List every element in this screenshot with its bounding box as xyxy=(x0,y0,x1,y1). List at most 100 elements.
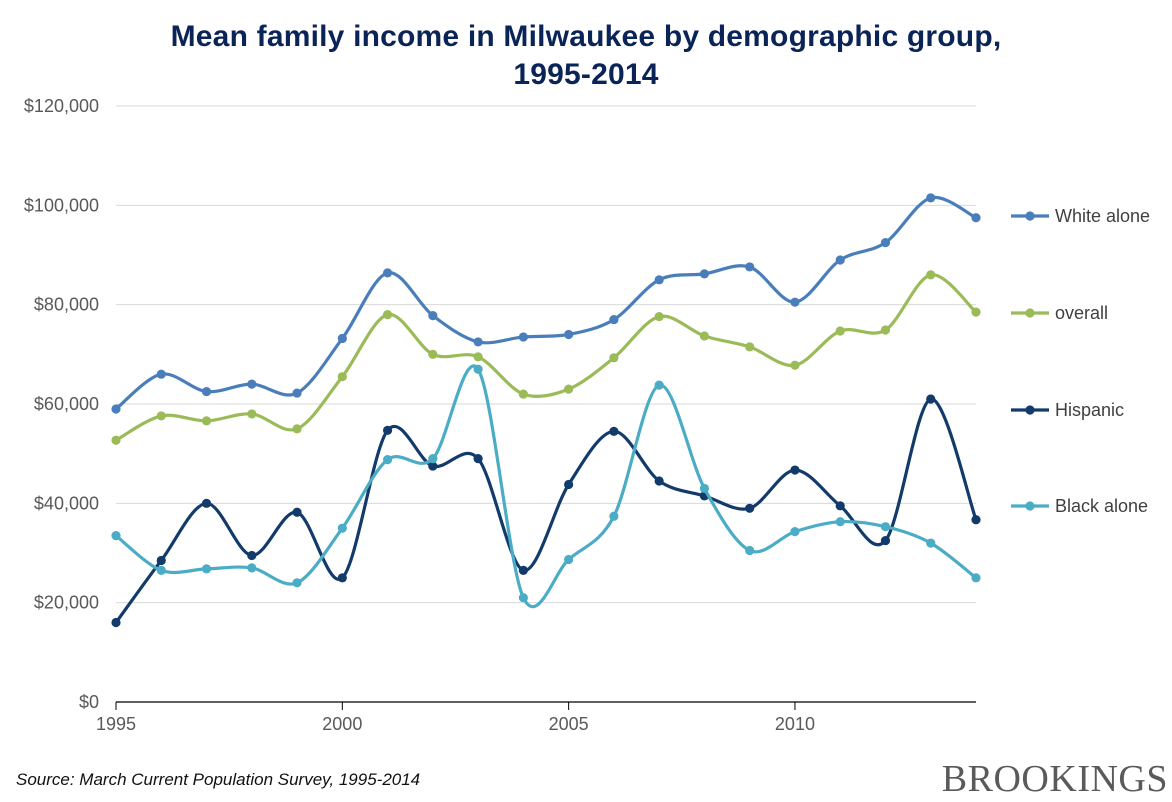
data-point-black-alone xyxy=(382,455,393,465)
legend-label-overall: overall xyxy=(1055,303,1108,323)
data-point-white-alone xyxy=(111,404,121,414)
data-point-overall xyxy=(111,435,121,445)
data-point-overall xyxy=(609,353,619,363)
data-point-black-alone xyxy=(926,538,936,548)
data-point-white-alone xyxy=(518,332,528,342)
data-point-overall xyxy=(473,352,483,362)
data-point-black-alone xyxy=(201,564,212,574)
y-tick-label: $0 xyxy=(79,692,99,712)
data-point-hispanic xyxy=(835,501,845,511)
data-point-hispanic xyxy=(201,498,212,508)
x-tick-label: 2010 xyxy=(775,714,815,734)
data-point-hispanic xyxy=(654,476,664,486)
legend-label-hispanic: Hispanic xyxy=(1055,400,1124,420)
y-tick-label: $80,000 xyxy=(34,295,99,315)
series-line-hispanic xyxy=(114,397,978,625)
legend-marker-white-alone xyxy=(1025,211,1035,221)
data-point-black-alone xyxy=(518,593,528,603)
series-line-overall xyxy=(114,273,978,442)
series-line-white-alone xyxy=(114,195,978,411)
data-point-black-alone xyxy=(880,522,891,532)
data-point-black-alone xyxy=(292,578,302,588)
data-point-hispanic xyxy=(111,617,121,628)
data-point-overall xyxy=(971,307,981,317)
data-point-black-alone xyxy=(473,364,483,374)
data-point-hispanic xyxy=(337,573,347,583)
data-point-overall xyxy=(518,389,528,399)
data-point-white-alone xyxy=(971,213,981,223)
data-point-black-alone xyxy=(699,483,710,494)
data-point-black-alone xyxy=(247,563,257,573)
data-point-overall xyxy=(790,360,800,370)
data-point-white-alone xyxy=(428,310,438,321)
data-point-white-alone xyxy=(745,262,755,272)
data-point-hispanic xyxy=(382,425,393,435)
y-tick-label: $100,000 xyxy=(24,195,99,215)
data-point-hispanic xyxy=(518,565,528,575)
data-point-hispanic xyxy=(247,550,257,561)
data-point-black-alone xyxy=(564,554,574,565)
data-point-black-alone xyxy=(654,380,664,390)
data-point-overall xyxy=(382,310,393,320)
data-point-hispanic xyxy=(926,394,936,404)
data-point-overall xyxy=(292,424,302,434)
data-point-overall xyxy=(428,349,438,359)
data-point-hispanic xyxy=(292,507,302,517)
data-point-white-alone xyxy=(835,255,845,265)
data-point-overall xyxy=(564,384,574,394)
data-point-black-alone xyxy=(609,511,619,521)
x-tick-label: 2000 xyxy=(322,714,362,734)
legend-label-black-alone: Black alone xyxy=(1055,496,1148,516)
data-point-white-alone xyxy=(880,237,891,248)
data-point-hispanic xyxy=(745,503,755,513)
series-line-black-alone xyxy=(114,364,978,609)
y-tick-label: $120,000 xyxy=(24,96,99,116)
data-point-overall xyxy=(745,342,755,352)
legend-label-white-alone: White alone xyxy=(1055,206,1150,226)
y-tick-label: $40,000 xyxy=(34,493,99,513)
data-point-overall xyxy=(156,411,166,421)
legend-marker-black-alone xyxy=(1025,501,1035,511)
data-point-hispanic xyxy=(564,479,574,490)
data-point-white-alone xyxy=(382,268,393,278)
data-point-hispanic xyxy=(880,535,891,546)
data-point-hispanic xyxy=(609,426,619,436)
data-point-black-alone xyxy=(156,565,166,575)
data-point-hispanic xyxy=(473,454,483,464)
data-point-black-alone xyxy=(745,545,755,556)
data-point-black-alone xyxy=(337,523,347,533)
legend-marker-hispanic xyxy=(1025,405,1035,415)
source-note: Source: March Current Population Survey,… xyxy=(16,770,421,789)
data-point-hispanic xyxy=(790,465,800,475)
data-point-white-alone xyxy=(654,275,664,285)
data-point-white-alone xyxy=(156,369,166,379)
chart-subtitle-years: 1995-2014 xyxy=(513,58,659,91)
data-point-overall xyxy=(337,372,347,382)
data-point-hispanic xyxy=(971,515,981,525)
data-point-black-alone xyxy=(835,517,845,527)
data-point-overall xyxy=(654,311,664,322)
data-point-overall xyxy=(880,325,891,335)
data-point-hispanic xyxy=(428,461,438,471)
legend-marker-overall xyxy=(1025,308,1035,318)
data-point-overall xyxy=(247,409,257,419)
data-point-white-alone xyxy=(473,337,483,347)
data-point-white-alone xyxy=(790,297,800,307)
brookings-logo: BROOKINGS xyxy=(941,758,1168,800)
data-point-black-alone xyxy=(111,531,121,541)
data-point-white-alone xyxy=(926,193,936,203)
data-point-white-alone xyxy=(337,333,347,344)
data-point-overall xyxy=(835,326,845,336)
data-point-white-alone xyxy=(247,379,257,389)
data-point-black-alone xyxy=(428,454,438,464)
data-point-white-alone xyxy=(564,329,574,340)
data-point-black-alone xyxy=(790,527,800,537)
chart-title: Mean family income in Milwaukee by demog… xyxy=(170,20,1002,53)
data-point-overall xyxy=(926,270,936,280)
data-point-black-alone xyxy=(971,573,981,583)
x-tick-label: 1995 xyxy=(96,714,136,734)
data-point-overall xyxy=(201,416,212,426)
y-tick-label: $60,000 xyxy=(34,394,99,414)
